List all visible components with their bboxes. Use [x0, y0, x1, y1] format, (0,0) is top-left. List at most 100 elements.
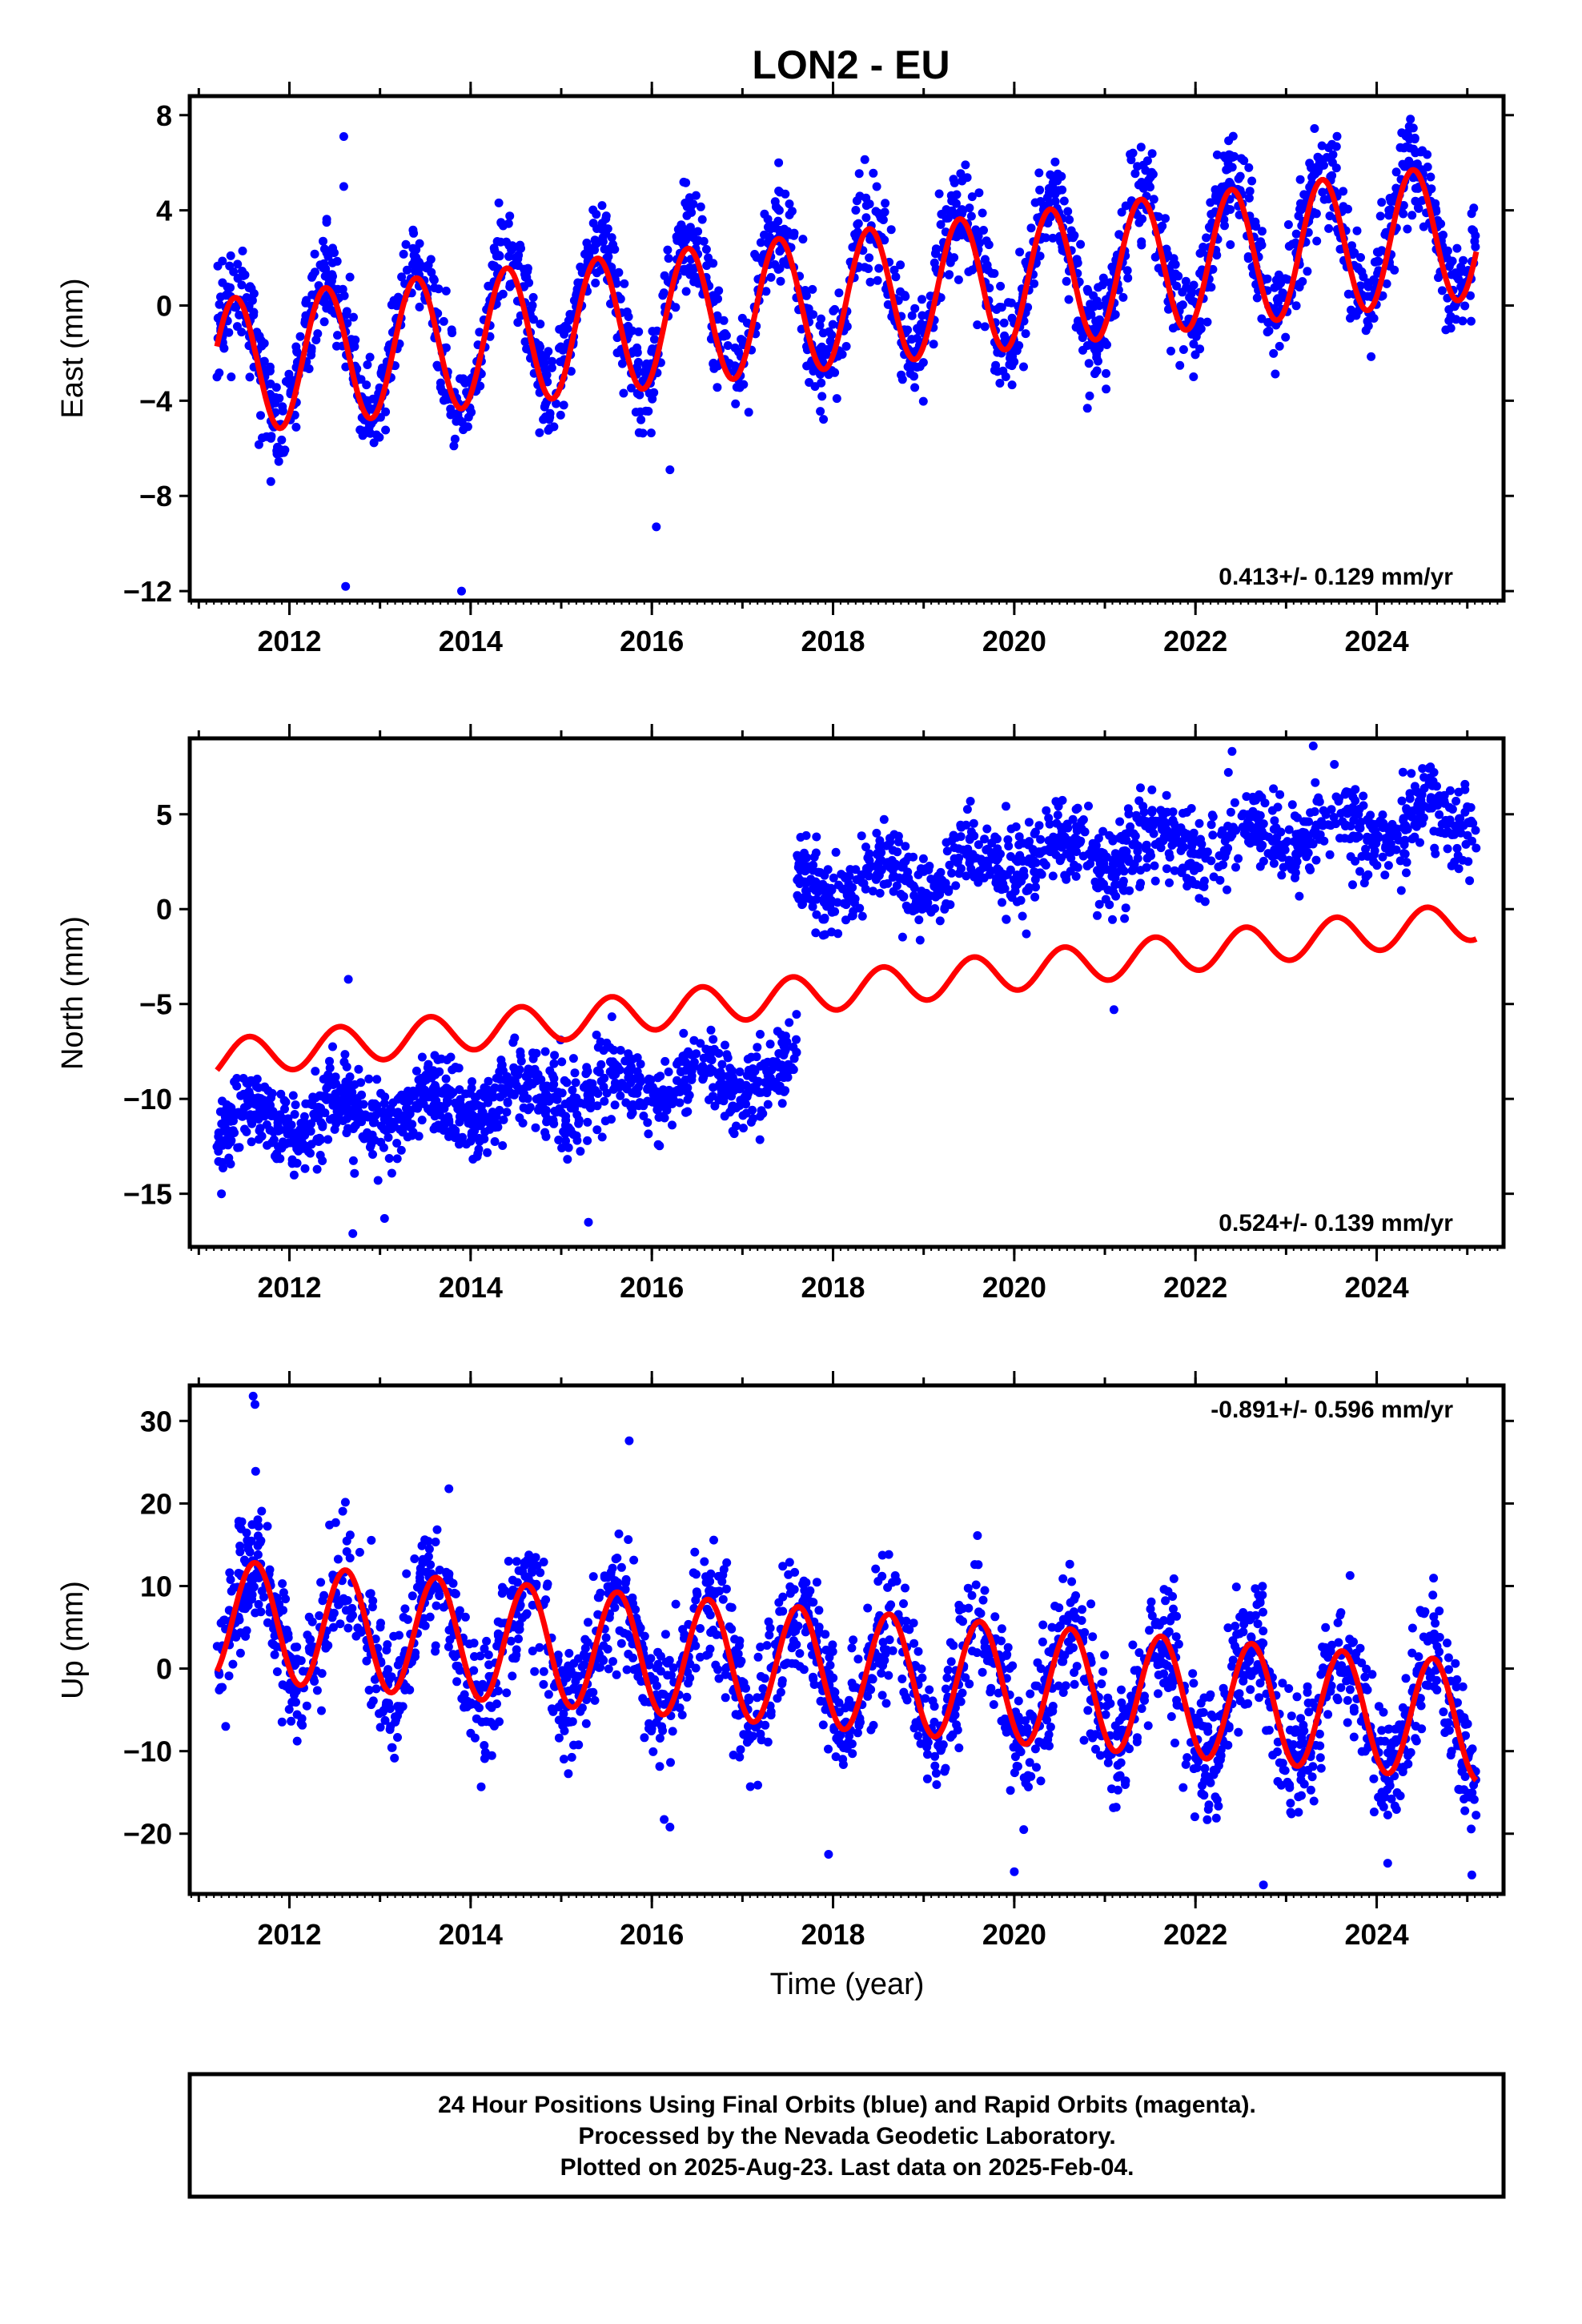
east-data-point [310, 267, 319, 277]
east-data-point [1134, 218, 1144, 227]
east-data-point [620, 279, 629, 288]
east-ylabel: East (mm) [56, 278, 90, 418]
north-data-point [1311, 778, 1320, 787]
north-data-point [1054, 842, 1062, 850]
north-data-point [1248, 806, 1258, 816]
north-data-point [459, 1112, 468, 1121]
east-data-point [962, 173, 972, 183]
east-data-point [1161, 214, 1170, 223]
north-data-point [1267, 806, 1277, 815]
north-data-point [1023, 840, 1033, 850]
east-data-point [910, 383, 920, 392]
east-data-point [817, 392, 827, 401]
north-data-point [343, 1106, 353, 1116]
east-data-point [1117, 207, 1126, 217]
east-data-point [744, 408, 753, 417]
east-data-point [565, 310, 575, 319]
north-data-point [852, 875, 861, 884]
north-data-point [1118, 846, 1128, 856]
north-data-point [267, 1088, 277, 1098]
north-xtick-label: 2020 [982, 1271, 1046, 1304]
east-ytick-label: −8 [139, 480, 172, 513]
north-data-point [1277, 870, 1287, 880]
north-data-point [1121, 903, 1130, 913]
north-data-point [1398, 767, 1407, 777]
east-data-point [284, 369, 294, 379]
north-data-point [291, 1100, 300, 1110]
north-data-point [1146, 851, 1155, 860]
north-xtick-label: 2014 [439, 1271, 503, 1304]
north-data-point [1354, 810, 1363, 819]
east-data-point [789, 231, 799, 240]
east-data-point [475, 328, 484, 337]
north-data-point [1402, 868, 1411, 878]
north-data-point [226, 1160, 235, 1168]
east-outlier-point [457, 586, 466, 596]
north-data-point [942, 846, 952, 856]
north-data-point [931, 892, 941, 902]
east-data-point [900, 291, 909, 300]
east-data-point [639, 368, 648, 376]
east-data-point [636, 415, 646, 424]
north-data-point [1295, 836, 1303, 846]
north-data-point [478, 1091, 488, 1100]
east-data-point [1078, 333, 1087, 343]
east-data-point [1305, 159, 1315, 168]
east-data-point [995, 379, 1005, 388]
north-data-point [364, 1074, 374, 1084]
east-ytick-label: 4 [156, 195, 172, 227]
east-data-point [1149, 195, 1158, 204]
east-data-point [1402, 142, 1411, 151]
east-data-point [393, 292, 403, 302]
north-data-point [1195, 894, 1204, 903]
north-data-point [812, 910, 821, 919]
east-outlier-point [339, 182, 348, 191]
north-data-point [592, 1125, 602, 1135]
east-data-point [897, 375, 907, 384]
north-data-point [629, 1088, 639, 1098]
north-data-point [1093, 911, 1102, 920]
east-outlier-point [212, 372, 222, 382]
north-data-point [861, 842, 870, 852]
east-data-point [449, 441, 459, 451]
east-data-point [1257, 314, 1267, 324]
north-data-point [1284, 825, 1294, 834]
north-data-point [1269, 784, 1279, 794]
east-data-point [1035, 185, 1045, 195]
north-data-point [779, 1041, 789, 1051]
east-data-point [278, 402, 287, 412]
east-data-point [646, 428, 656, 438]
north-data-point [1275, 840, 1284, 850]
north-data-point [982, 845, 991, 854]
east-data-point [258, 433, 267, 443]
east-data-point [1244, 163, 1254, 172]
east-data-point [215, 300, 224, 309]
north-data-point [246, 1076, 255, 1085]
north-data-point [490, 1137, 500, 1146]
north-data-point [596, 1076, 606, 1086]
east-data-point [891, 272, 901, 282]
east-data-point [979, 226, 988, 235]
north-data-point [289, 1170, 299, 1180]
north-data-point [904, 852, 913, 862]
north-data-point [1105, 900, 1114, 910]
north-data-point [306, 1148, 315, 1158]
north-data-point [1223, 885, 1231, 895]
north-data-point [339, 1116, 348, 1125]
east-data-point [1048, 233, 1058, 243]
east-data-point [1204, 223, 1214, 232]
north-data-point [763, 1057, 773, 1067]
east-data-point [387, 300, 396, 310]
east-data-point [504, 251, 514, 261]
east-data-point [446, 410, 456, 420]
north-data-point [1392, 824, 1402, 834]
east-data-point [936, 219, 946, 229]
east-data-point [247, 296, 257, 305]
north-data-point [976, 872, 986, 882]
north-data-point [612, 1067, 621, 1076]
north-data-point [1075, 838, 1085, 847]
north-data-point [879, 814, 889, 824]
north-data-point [1136, 783, 1145, 793]
north-data-point [509, 1089, 519, 1099]
north-data-point [592, 1101, 602, 1111]
